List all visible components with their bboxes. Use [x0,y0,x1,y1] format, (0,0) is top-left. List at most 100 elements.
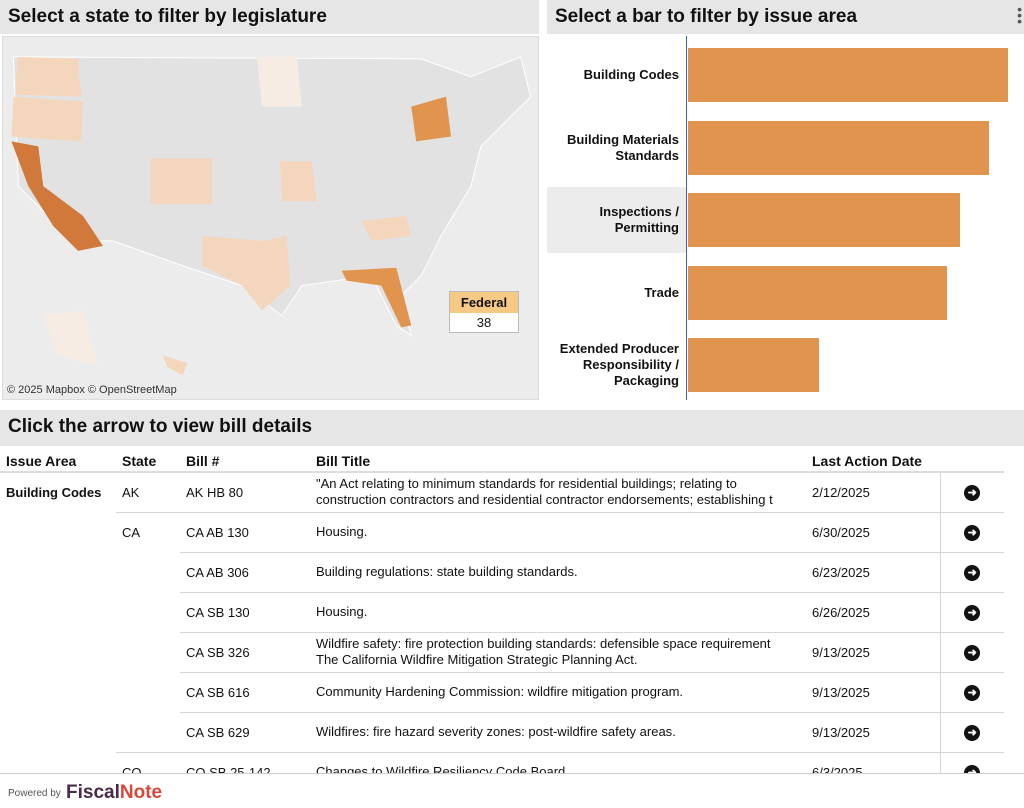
bill-number: CA SB 130 [180,591,310,632]
state: CA [116,511,180,552]
last-action-date: 2/12/2025 [806,471,940,512]
column-header: Issue Area [0,450,116,473]
federal-label: Federal [450,292,518,313]
bill-title: Wildfires: fire hazard severity zones: p… [310,711,806,752]
more-menu-icon[interactable]: • • • [1017,1,1022,29]
federal-count: 38 [476,315,492,330]
state-fl[interactable] [341,267,412,328]
issue-area [0,712,116,752]
arrow-right-circle-icon[interactable]: ➜ [964,724,981,741]
last-action-date: 6/30/2025 [806,511,940,552]
powered-by: Powered by [8,788,61,799]
state-hi[interactable] [162,355,188,376]
issue-area [0,552,116,592]
table-row: CA AB 306 Building regulations: state bu… [0,551,1004,592]
bill-title: Building regulations: state building sta… [310,551,806,592]
state [116,672,180,712]
table-title: Click the arrow to view bill details [0,410,1024,446]
issue-area [0,592,116,632]
state [116,712,180,752]
arrow-right-circle-icon[interactable]: ➜ [964,524,981,541]
map-credit: © 2025 Mapbox © OpenStreetMap [7,384,177,396]
bill-number: CA SB 629 [180,711,310,752]
bill-title: Housing. [310,511,806,552]
bar-chart-title: Select a bar to filter by issue area [547,0,1024,34]
view-details-button[interactable]: ➜ [939,711,1004,752]
state-tx[interactable] [202,235,290,311]
table-row: CA SB 326 Wildfire safety: fire protecti… [0,631,1004,672]
state [116,592,180,632]
state-ny[interactable] [411,96,452,142]
last-action-date: 6/26/2025 [806,591,940,632]
last-action-date: 9/13/2025 [806,631,940,672]
bill-number: CA AB 306 [180,551,310,592]
bill-title: Community Hardening Commission: wildfire… [310,671,806,712]
state-map[interactable]: © 2025 Mapbox © OpenStreetMap Federal 38 [2,36,539,400]
bar-0[interactable] [688,48,1008,102]
view-details-button[interactable]: ➜ [939,551,1004,592]
state-mo[interactable] [279,161,317,202]
map-title: Select a state to filter by legislature [0,0,539,34]
axis-line [686,36,687,400]
column-header: Bill # [180,450,310,473]
bill-title: Housing. [310,591,806,632]
view-details-button[interactable]: ➜ [939,671,1004,712]
view-details-button[interactable]: ➜ [939,591,1004,632]
issue-area-bar-chart[interactable]: Building Codes Building Materials Standar… [547,36,1024,400]
arrow-right-circle-icon[interactable]: ➜ [964,564,981,581]
bar-label[interactable]: Building Materials Standards [567,131,679,163]
bill-number: CA AB 130 [180,511,310,552]
bar-label[interactable]: Inspections / Permitting [599,204,679,235]
arrow-right-circle-icon[interactable]: ➜ [964,604,981,621]
state-nc[interactable] [361,216,412,241]
table-row: CA CA AB 130 Housing. 6/30/2025 ➜ [0,511,1004,552]
table-row: CA SB 629 Wildfires: fire hazard severit… [0,711,1004,752]
table-row: CA SB 130 Housing. 6/26/2025 ➜ [0,591,1004,632]
bill-number: CA SB 326 [180,631,310,672]
state-or[interactable] [11,96,84,142]
federal-filter[interactable]: Federal 38 [449,291,519,333]
column-header: State [116,450,180,473]
state [116,632,180,672]
last-action-date: 9/13/2025 [806,671,940,712]
state-ca[interactable] [11,141,103,251]
bill-title: Wildfire safety: fire protection buildin… [310,631,806,672]
last-action-date: 9/13/2025 [806,711,940,752]
view-details-button[interactable]: ➜ [939,511,1004,552]
footer: Powered by FiscalNote [0,773,1024,808]
table-row: CA SB 616 Community Hardening Commission… [0,671,1004,712]
bar-label[interactable]: Extended Producer Responsibility / Packa… [559,341,679,388]
fiscalnote-logo[interactable]: FiscalNote [66,782,163,803]
state-mn[interactable] [257,56,302,107]
bar-highlight [547,187,686,253]
column-header: Last Action Date [806,450,940,473]
issue-area [0,632,116,672]
issue-area: Building Codes [6,485,102,500]
bar-label[interactable]: Trade [644,284,679,300]
bill-number: AK HB 80 [180,471,310,512]
bill-table: Issue Area State Bill # Bill Title Last Acti… [0,450,1004,792]
arrow-right-circle-icon[interactable]: ➜ [964,484,981,501]
state [116,552,180,592]
issue-area [0,512,116,552]
state-co[interactable] [150,158,213,205]
map-svg[interactable] [3,37,538,399]
table-row: Building Codes AK AK HB 80 "An Act relat… [0,471,1004,512]
bill-title: "An Act relating to minimum standards fo… [310,471,806,512]
bar-1[interactable] [688,120,989,175]
issue-area [0,672,116,712]
view-details-button[interactable]: ➜ [939,631,1004,672]
arrow-right-circle-icon[interactable]: ➜ [964,644,981,661]
arrow-right-circle-icon[interactable]: ➜ [964,684,981,701]
column-header: Bill Title [310,450,806,473]
bar-4[interactable] [688,338,820,392]
state-ak[interactable] [43,310,98,366]
bar-2[interactable] [688,193,960,247]
last-action-date: 6/23/2025 [806,551,940,592]
bar-label[interactable]: Building Codes [583,67,679,82]
state-wa[interactable] [15,56,82,97]
view-details-button[interactable]: ➜ [939,471,1004,512]
bar-3[interactable] [688,265,948,320]
state: AK [122,485,140,500]
bill-number: CA SB 616 [180,671,310,712]
